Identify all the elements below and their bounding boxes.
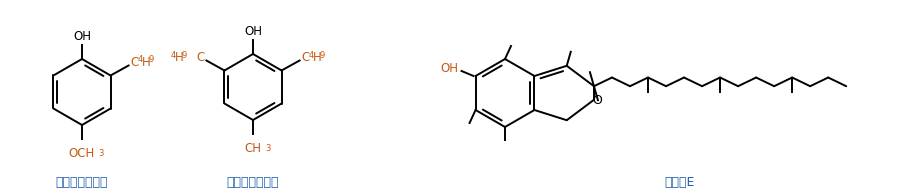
Text: C: C xyxy=(302,51,310,64)
Text: C: C xyxy=(196,51,204,64)
Text: 9: 9 xyxy=(148,55,154,65)
Text: 4: 4 xyxy=(137,55,143,65)
Text: 4: 4 xyxy=(171,50,175,60)
Text: 维生素E: 维生素E xyxy=(664,176,694,190)
Text: OH: OH xyxy=(440,63,458,75)
Text: H: H xyxy=(174,51,183,64)
Text: 丁基羟基茴香醚: 丁基羟基茴香醚 xyxy=(56,176,108,190)
Text: OH: OH xyxy=(73,30,91,43)
Text: H: H xyxy=(142,56,150,69)
Text: 3: 3 xyxy=(265,144,270,153)
Text: C: C xyxy=(130,56,139,69)
Text: OH: OH xyxy=(244,25,262,38)
Text: H: H xyxy=(312,51,321,64)
Text: CH: CH xyxy=(244,142,261,155)
Text: 9: 9 xyxy=(182,50,186,60)
Text: 3: 3 xyxy=(98,149,103,158)
Text: O: O xyxy=(591,94,601,107)
Text: OCH: OCH xyxy=(69,147,95,160)
Text: 4: 4 xyxy=(308,50,313,60)
Text: 二丁基羟基甲苯: 二丁基羟基甲苯 xyxy=(227,176,279,190)
Text: 9: 9 xyxy=(320,50,324,60)
